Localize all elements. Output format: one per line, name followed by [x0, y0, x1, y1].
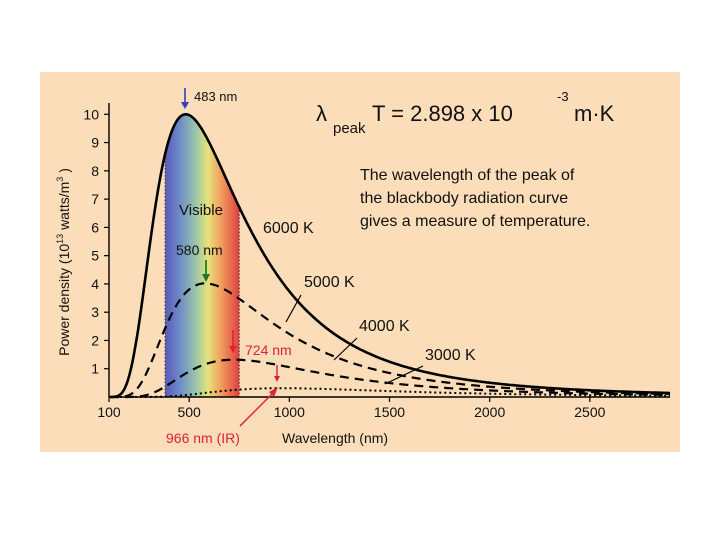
equation-exponent: -3 — [557, 89, 569, 104]
y-axis-title-end: ) — [56, 168, 72, 177]
equation-body: T = 2.898 x 10 — [372, 101, 513, 126]
curve-5000k — [110, 282, 671, 399]
y-tick-label-2: 2 — [91, 332, 99, 348]
equation-units: m·K — [574, 101, 615, 126]
y-tick-label-4: 4 — [91, 276, 99, 292]
y-tick-label-6: 6 — [91, 219, 99, 235]
wien-equation: λ — [316, 101, 327, 126]
x-tick-label-2000: 2000 — [474, 404, 505, 420]
x-tick-label-2500: 2500 — [574, 404, 605, 420]
pointer-4000k — [333, 337, 358, 361]
peak-label-966nm-ir: 966 nm (IR) — [166, 430, 240, 446]
y-axis-title-exp2: 3 — [55, 177, 65, 182]
series-label-4000k: 4000 K — [359, 318, 410, 335]
y-tick-label-7: 7 — [91, 191, 99, 207]
peak-arrow-966nm — [239, 389, 277, 427]
peak-arrowhead-724nm — [229, 346, 237, 353]
peak-label-483nm: 483 nm — [194, 89, 237, 104]
x-tick-label-1000: 1000 — [274, 404, 305, 420]
peak-label-580nm: 580 nm — [176, 242, 223, 258]
peak-arrowhead-724nm-lower — [274, 376, 280, 382]
x-axis-ticks: 100 500 1000 1500 2000 2500 — [97, 397, 606, 420]
x-tick-label-1500: 1500 — [374, 404, 405, 420]
series-label-6000k: 6000 K — [263, 220, 314, 237]
y-tick-label-1: 1 — [91, 361, 99, 377]
y-tick-label-8: 8 — [91, 163, 99, 179]
x-axis-title: Wavelength (nm) — [282, 430, 388, 446]
equation-subscript: peak — [333, 120, 366, 137]
equation-lambda: λ — [316, 101, 327, 126]
x-tick-label-100: 100 — [97, 404, 121, 420]
curve-4000k — [110, 358, 670, 399]
description-line-3: gives a measure of temperature. — [360, 213, 590, 230]
y-tick-label-9: 9 — [91, 135, 99, 151]
y-axis-title-exp1: 13 — [55, 234, 65, 244]
y-axis-ticks: 1 2 3 4 5 6 7 8 9 10 — [83, 106, 109, 377]
x-tick-label-500: 500 — [177, 404, 201, 420]
y-axis-title-main: Power density (10 — [56, 244, 72, 356]
peak-arrowhead-580nm — [202, 274, 210, 282]
peak-arrowhead-483nm — [181, 102, 189, 109]
series-label-3000k: 3000 K — [425, 347, 476, 364]
pointer-5000k — [285, 294, 302, 323]
peak-label-724nm: 724 nm — [245, 342, 292, 358]
curve-3000k — [110, 387, 670, 398]
description-line-1: The wavelength of the peak of — [360, 167, 575, 184]
y-tick-label-10: 10 — [83, 106, 99, 122]
curve-6000k — [110, 113, 670, 399]
pointer-3000k — [384, 365, 424, 385]
curves-layer — [110, 113, 671, 399]
y-tick-label-5: 5 — [91, 248, 99, 264]
description-line-2: the blackbody radiation curve — [360, 190, 568, 207]
peak-arrowhead-966nm — [269, 387, 278, 397]
series-label-5000k: 5000 K — [304, 274, 355, 291]
visible-band-label: Visible — [179, 202, 223, 219]
y-tick-label-3: 3 — [91, 304, 99, 320]
y-axis-title-mid: watts/m — [56, 182, 72, 234]
y-axis-title: Power density (1013 watts/m3 ) — [55, 168, 72, 356]
